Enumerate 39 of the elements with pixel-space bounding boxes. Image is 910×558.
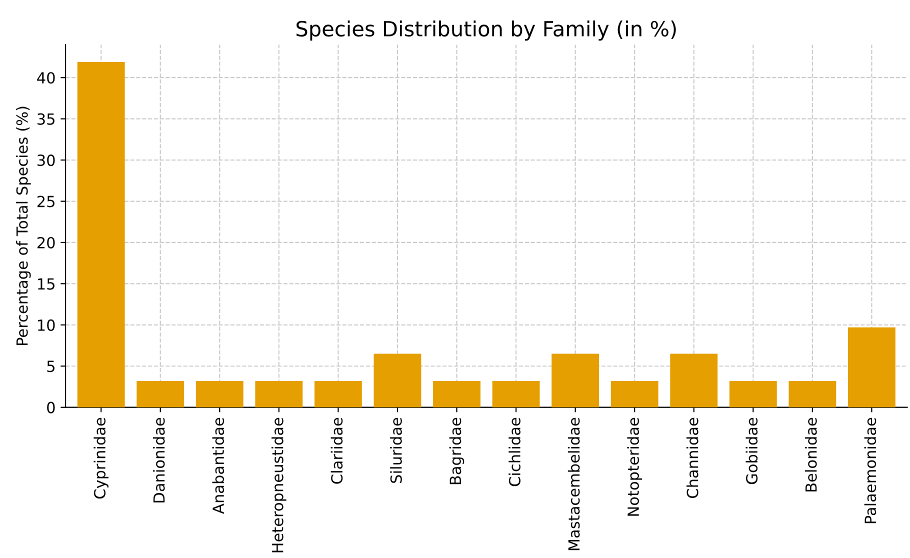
- x-tick-label: Cyprinidae: [94, 418, 108, 499]
- x-tick-label: Clariidae: [330, 418, 343, 484]
- x-tick-label: Gobiidae: [746, 418, 758, 484]
- bar: [788, 380, 836, 408]
- x-tick-label: Siluridae: [390, 418, 402, 483]
- bar: [77, 62, 125, 408]
- x-tick-label: Danionidae: [152, 418, 165, 502]
- bar: [848, 327, 896, 408]
- y-tick-label: 40: [37, 72, 55, 84]
- bar: [729, 380, 777, 408]
- y-tick-label: 10: [38, 319, 55, 331]
- x-tick-label: Belonidae: [805, 418, 817, 492]
- y-tick-label: 15: [38, 278, 54, 290]
- bar: [255, 380, 303, 408]
- bar: [433, 380, 480, 408]
- bar: [314, 380, 362, 408]
- bar: [196, 380, 244, 408]
- y-tick-label: 35: [38, 113, 54, 125]
- y-tick-label: 30: [38, 154, 55, 166]
- chart-title: Species Distribution by Family (in %): [296, 20, 676, 41]
- bar: [136, 380, 184, 408]
- bar: [552, 354, 600, 408]
- x-tick-label: Heteropneustidae: [272, 418, 286, 552]
- x-tick-label: Cichlidae: [508, 418, 520, 486]
- y-tick-label: 20: [37, 236, 55, 248]
- y-tick-label: 0: [47, 402, 55, 414]
- x-tick-label: Mastacembelidae: [568, 418, 580, 550]
- y-axis-title: Percentage of Total Species (%): [16, 106, 31, 345]
- x-tick-label: Channidae: [686, 418, 698, 498]
- y-tick-label: 25: [37, 196, 54, 208]
- bar: [610, 380, 658, 408]
- bar: [374, 354, 422, 408]
- x-tick-label: Anabantidae: [212, 418, 224, 514]
- x-tick-label: Bagridae: [449, 418, 464, 484]
- bar: [492, 380, 540, 408]
- x-tick-label: Notopteridae: [627, 418, 642, 516]
- x-tick-label: Palaemonidae: [864, 418, 876, 524]
- y-tick-label: 5: [47, 360, 54, 372]
- bar: [670, 354, 718, 408]
